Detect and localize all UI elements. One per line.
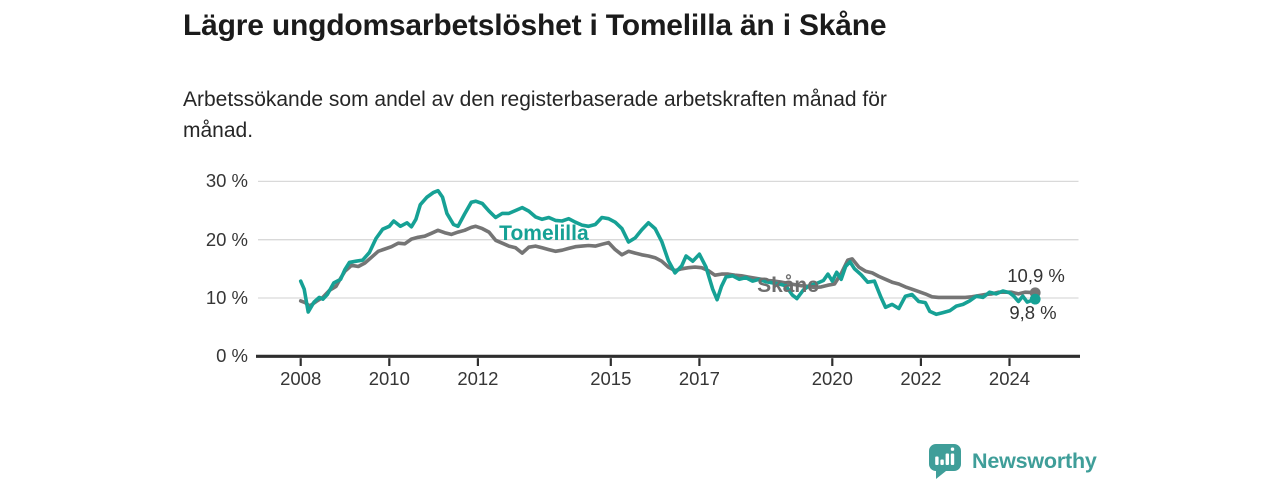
y-tick-label-20: 20 % [205,228,248,250]
x-tick-label-2017: 2017 [678,368,720,389]
newsworthy-brand-text: Newsworthy [972,448,1097,473]
series-label-tomelilla: Tomelilla [499,222,589,246]
newsworthy-logo-icon [929,443,961,479]
x-tick-label-2022: 2022 [900,368,942,389]
end-value-label-skane: 10,9 % [1007,265,1065,287]
y-tick-label-10: 10 % [205,286,248,308]
chart-subtitle: Arbetssökande som andel av den registerb… [183,84,1083,146]
y-tick-label-0: 0 % [216,345,248,367]
x-tick-label-2012: 2012 [457,368,499,389]
x-tick-label-2024: 2024 [988,368,1031,389]
series-label-skane: Skåne [757,274,819,298]
series-line-skane [298,224,1037,308]
end-value-label-tomelilla: 9,8 % [1009,301,1057,323]
chart-subtitle-line-2: månad. [183,119,254,142]
x-tick-label-2020: 2020 [811,368,853,389]
series-line-tomelilla [298,188,1037,317]
chart-subtitle-line-1: Arbetssökande som andel av den registerb… [183,88,887,111]
x-tick-label-2015: 2015 [590,368,632,389]
chart-title: Lägre ungdomsarbetslöshet i Tomelilla än… [183,9,887,42]
x-tick-label-2008: 2008 [280,368,322,389]
footer-attribution: Newsworthy [929,443,1097,479]
y-tick-label-30: 30 % [205,170,248,192]
end-dot-tomelilla [1029,293,1041,305]
x-tick-label-2010: 2010 [368,368,410,389]
